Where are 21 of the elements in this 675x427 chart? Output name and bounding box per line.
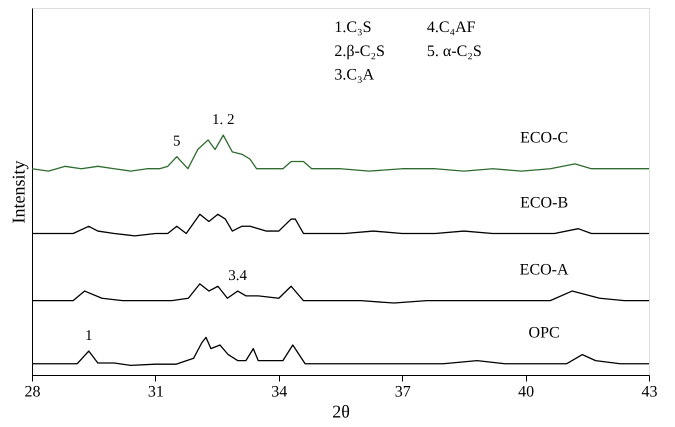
annotation: 3.4 [228, 268, 248, 284]
x-axis-title: 2θ [332, 402, 350, 422]
x-tick-label: 34 [271, 384, 288, 400]
series-label: OPC [528, 324, 560, 342]
series-label: ECO-B [520, 194, 568, 212]
text: 3.C₃A [334, 66, 375, 84]
x-tick-label: 31 [148, 384, 164, 400]
text: 4.C₄AF [426, 19, 476, 36]
series-label: ECO-A [520, 261, 569, 278]
series-label: ECO-C [520, 130, 568, 147]
annotation: 5 [173, 134, 181, 150]
text: 2.β-C₂S [334, 42, 385, 60]
y-axis-title: Intensity [8, 160, 28, 224]
x-tick-label: 43 [642, 384, 658, 400]
x-tick-label: 37 [394, 384, 411, 400]
annotation: 1 [85, 328, 93, 344]
annotation: 1. 2 [212, 112, 235, 128]
text: 1.C₃S [334, 19, 372, 36]
x-tick-label: 28 [24, 384, 40, 400]
text: 5. α-C₂S [426, 42, 482, 60]
x-tick-label: 40 [518, 384, 534, 400]
